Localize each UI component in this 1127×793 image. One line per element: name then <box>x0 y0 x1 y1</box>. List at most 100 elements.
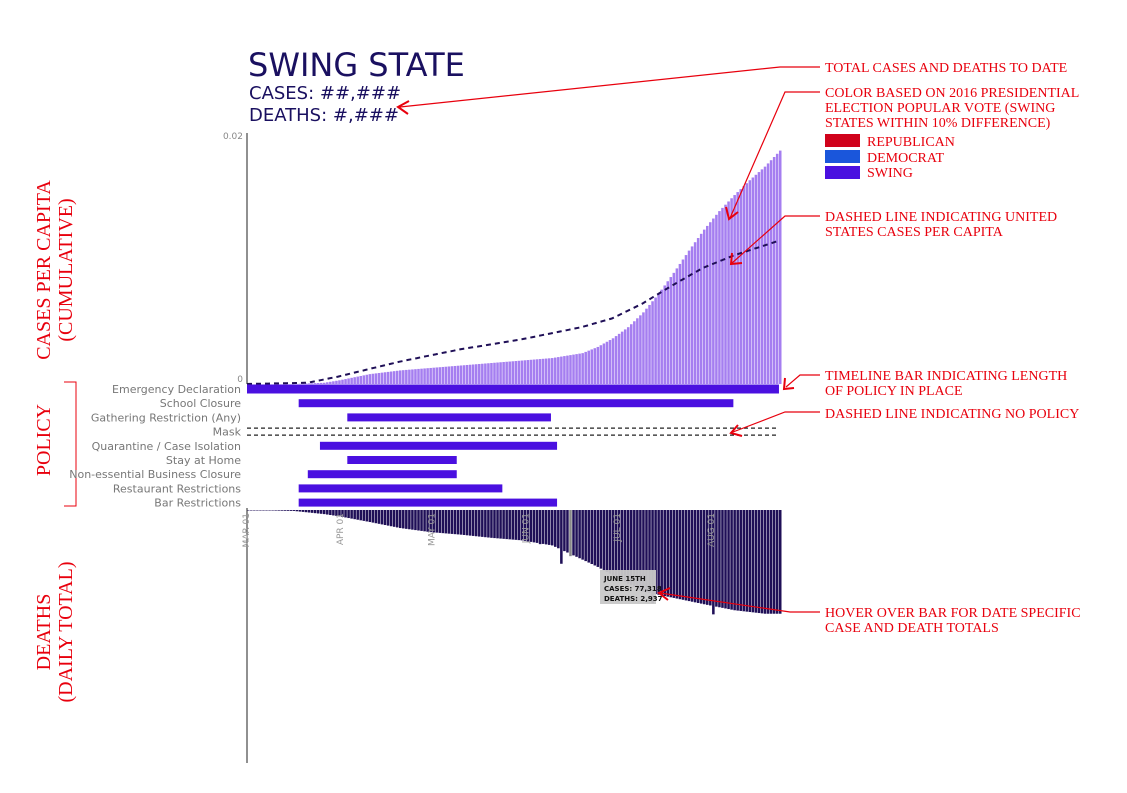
deaths-bar[interactable] <box>693 510 697 603</box>
cases-bar[interactable] <box>721 207 724 384</box>
deaths-bar[interactable] <box>709 510 712 606</box>
cases-bar[interactable] <box>672 272 676 384</box>
cases-bar[interactable] <box>702 229 706 384</box>
cases-bar[interactable] <box>444 366 448 384</box>
cases-bar[interactable] <box>465 364 469 384</box>
cases-bar[interactable] <box>450 366 454 384</box>
deaths-bar[interactable] <box>353 510 356 520</box>
cases-bar[interactable] <box>505 361 508 384</box>
cases-bar[interactable] <box>432 367 435 384</box>
deaths-bar[interactable] <box>532 510 536 543</box>
policy-bar-stay-at-home[interactable] <box>347 456 457 464</box>
policy-bar-bar-restrictions[interactable] <box>298 498 558 507</box>
cases-bar[interactable] <box>368 374 372 384</box>
deaths-bar[interactable] <box>587 510 590 563</box>
cases-bar[interactable] <box>398 370 402 384</box>
cases-bar[interactable] <box>706 225 709 384</box>
deaths-bar[interactable] <box>745 510 749 612</box>
deaths-bar[interactable] <box>626 510 630 584</box>
cases-bar[interactable] <box>417 368 420 384</box>
deaths-bar[interactable] <box>380 510 384 525</box>
deaths-bar[interactable] <box>721 510 724 608</box>
deaths-bar[interactable] <box>274 510 277 511</box>
cases-bar[interactable] <box>563 356 566 384</box>
deaths-bar[interactable] <box>395 510 399 528</box>
cases-bar[interactable] <box>374 373 378 384</box>
cases-bar[interactable] <box>754 174 758 384</box>
cases-bar[interactable] <box>529 359 533 384</box>
deaths-bar[interactable] <box>754 510 758 613</box>
deaths-bar[interactable] <box>310 510 314 513</box>
deaths-bar[interactable] <box>505 510 508 540</box>
deaths-bar[interactable] <box>283 510 287 511</box>
deaths-bar[interactable] <box>751 510 755 613</box>
deaths-bar[interactable] <box>508 510 511 540</box>
cases-bar[interactable] <box>420 368 423 384</box>
cases-bar[interactable] <box>557 357 560 384</box>
cases-bar[interactable] <box>709 222 712 384</box>
deaths-bar[interactable] <box>608 510 612 574</box>
cases-bar[interactable] <box>778 150 782 384</box>
deaths-bar[interactable] <box>648 510 651 593</box>
deaths-bar[interactable] <box>654 510 657 595</box>
cases-bar[interactable] <box>769 160 773 384</box>
deaths-bar[interactable] <box>687 510 691 602</box>
deaths-bar[interactable] <box>450 510 454 534</box>
cases-bar[interactable] <box>526 360 530 384</box>
deaths-bar[interactable] <box>696 510 700 603</box>
deaths-bar[interactable] <box>675 510 679 599</box>
deaths-bar[interactable] <box>319 510 323 514</box>
cases-bar[interactable] <box>745 183 749 384</box>
cases-bar[interactable] <box>478 363 481 384</box>
cases-bar[interactable] <box>639 315 642 384</box>
deaths-bar[interactable] <box>760 510 764 614</box>
cases-bar[interactable] <box>730 198 733 384</box>
deaths-bar[interactable] <box>563 510 566 552</box>
cases-bar[interactable] <box>541 358 545 384</box>
policy-bar-non-essential-business-closure[interactable] <box>307 470 457 479</box>
cases-bar[interactable] <box>751 177 755 384</box>
cases-bar[interactable] <box>560 356 563 384</box>
cases-bar[interactable] <box>462 365 466 384</box>
cases-bar[interactable] <box>654 297 657 384</box>
cases-bar[interactable] <box>651 301 654 384</box>
deaths-bar[interactable] <box>478 510 481 537</box>
cases-bar[interactable] <box>538 359 542 384</box>
cases-bar[interactable] <box>441 366 445 384</box>
cases-bar[interactable] <box>693 242 697 384</box>
deaths-bar[interactable] <box>411 510 414 530</box>
deaths-bar[interactable] <box>316 510 320 514</box>
cases-bar[interactable] <box>380 372 384 384</box>
cases-bar[interactable] <box>636 318 639 384</box>
cases-bar[interactable] <box>642 312 645 384</box>
cases-bar[interactable] <box>617 333 621 384</box>
deaths-bar[interactable] <box>301 510 305 512</box>
deaths-bar[interactable] <box>259 510 262 511</box>
cases-bar[interactable] <box>496 362 499 384</box>
cases-bar[interactable] <box>602 343 606 384</box>
cases-bar[interactable] <box>481 363 484 384</box>
deaths-bar[interactable] <box>660 510 663 596</box>
cases-bar[interactable] <box>362 375 366 384</box>
cases-bar[interactable] <box>453 365 457 384</box>
deaths-bar[interactable] <box>651 510 654 604</box>
deaths-bar[interactable] <box>484 510 487 538</box>
cases-bar[interactable] <box>502 362 505 384</box>
deaths-bar[interactable] <box>286 510 290 511</box>
deaths-bar[interactable] <box>766 510 770 614</box>
cases-bar[interactable] <box>359 375 363 384</box>
deaths-bar[interactable] <box>313 510 317 514</box>
cases-bar[interactable] <box>341 379 344 384</box>
cases-bar[interactable] <box>423 368 426 384</box>
deaths-bar[interactable] <box>715 510 718 607</box>
deaths-bar[interactable] <box>550 510 554 546</box>
cases-bar[interactable] <box>648 304 651 384</box>
deaths-bar[interactable] <box>332 510 335 516</box>
cases-bar[interactable] <box>626 327 630 384</box>
cases-bar[interactable] <box>395 370 399 384</box>
cases-bar[interactable] <box>666 281 670 384</box>
deaths-bar[interactable] <box>739 510 742 611</box>
cases-bar[interactable] <box>584 351 587 384</box>
cases-bar[interactable] <box>411 369 414 384</box>
deaths-bar[interactable] <box>684 510 688 601</box>
